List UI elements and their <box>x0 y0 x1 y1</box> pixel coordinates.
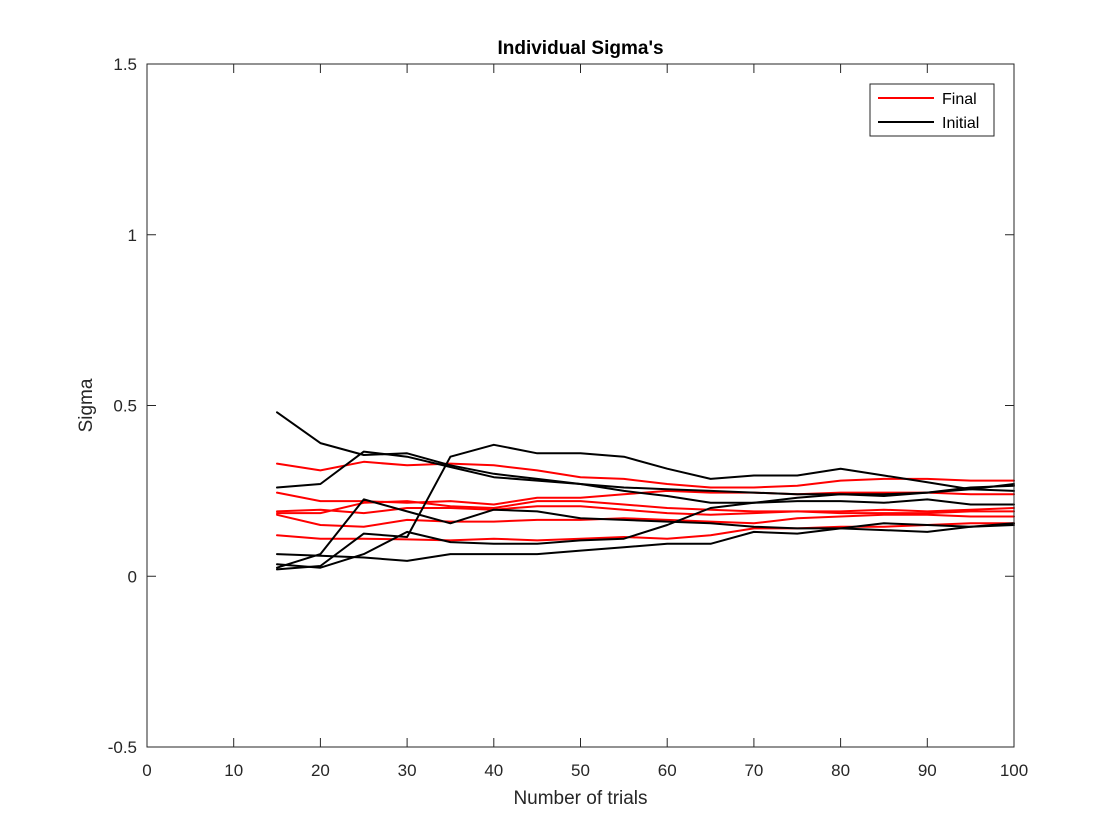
x-axis-label: Number of trials <box>513 788 647 809</box>
series-layer <box>276 411 1015 571</box>
x-tick-label: 0 <box>142 761 151 780</box>
y-tick-label: 1 <box>128 226 137 245</box>
x-tick-label: 90 <box>918 761 937 780</box>
x-tick-label: 70 <box>744 761 763 780</box>
chart-title: Individual Sigma's <box>497 38 663 59</box>
x-tick-label: 50 <box>571 761 590 780</box>
legend-label-initial: Initial <box>942 115 979 132</box>
series-line-initial-11 <box>276 484 1015 569</box>
series-line-final-4 <box>276 513 1015 528</box>
series-line-initial-8 <box>276 450 1015 506</box>
x-tick-label: 60 <box>658 761 677 780</box>
x-tick-label: 30 <box>398 761 417 780</box>
y-tick-label: -0.5 <box>108 738 137 757</box>
x-tick-label: 10 <box>224 761 243 780</box>
legend: Final Initial <box>869 83 995 137</box>
series-line-initial-12 <box>276 522 1015 562</box>
series-line-initial-7 <box>276 411 1015 496</box>
ticks-layer: 0 10 20 30 40 50 60 70 80 90 100 -0.5 0 0.5 1 1.5 <box>108 55 1028 780</box>
y-tick-label: 0.5 <box>113 397 137 416</box>
series-line-initial-10 <box>276 498 1015 569</box>
y-tick-label: 0 <box>128 567 137 586</box>
plot-area-frame <box>146 63 1015 748</box>
y-tick-label: 1.5 <box>113 55 137 74</box>
x-tick-label: 80 <box>831 761 850 780</box>
series-line-final-3 <box>276 500 1015 515</box>
x-tick-label: 20 <box>311 761 330 780</box>
x-tick-label: 40 <box>484 761 503 780</box>
legend-box <box>869 83 995 137</box>
x-tick-label: 100 <box>1000 761 1028 780</box>
y-axis-label: Sigma <box>76 378 97 432</box>
series-line-final-5 <box>276 522 1015 542</box>
legend-label-final: Final <box>942 91 977 108</box>
series-line-final-1 <box>276 460 1015 489</box>
